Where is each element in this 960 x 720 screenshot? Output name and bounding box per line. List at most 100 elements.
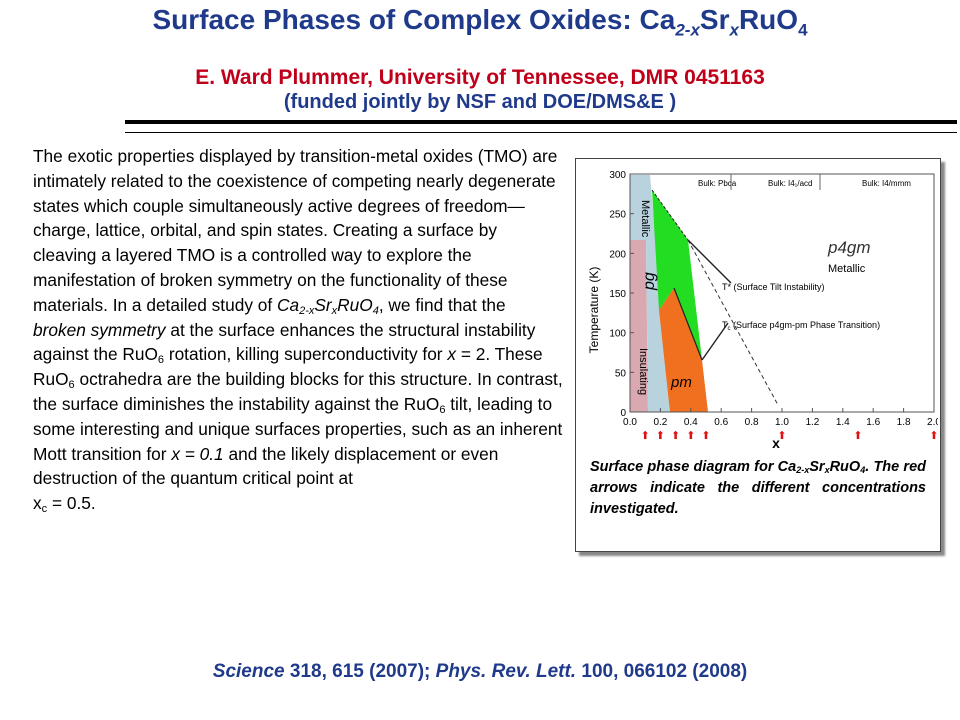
body-text-run: The exotic properties displayed by trans… — [33, 146, 558, 315]
formula-part: Sr — [314, 294, 332, 315]
funding-line: (funded jointly by NSF and DOE/DMS&E ) — [283, 91, 677, 113]
tstar-label: T* (Surface Tilt Instability) — [722, 282, 825, 292]
axes: 0 50 100 150 200 250 300 0.0 0.2 0.4 0.6 0.8 1.0 1.2 1… — [609, 170, 938, 428]
formula-sub: x — [331, 304, 338, 317]
x-tick-label: 1.2 — [805, 417, 819, 428]
emphasis: x — [447, 344, 457, 365]
bulk-i41acd-label: Bulk: I4₁/acd — [768, 179, 813, 188]
metallic-left-label: Metallic — [639, 200, 651, 238]
red-arrow-icon: ⬆ — [641, 430, 650, 442]
formula-sub: 6 — [157, 354, 165, 367]
formula-part: x — [33, 493, 42, 514]
insulating-label: Insulating — [637, 348, 649, 395]
insulating-region — [630, 240, 648, 412]
bulk-pbca-label: Bulk: Pbca — [698, 179, 737, 188]
tc-text: (Surface p4gm-pm Phase Transition) — [731, 320, 881, 330]
emphasis: broken symmetry — [33, 319, 166, 340]
formula-sub: 6 — [68, 379, 75, 392]
x-tick-label: 2.0 — [927, 417, 938, 428]
red-arrow-icon: ⬆ — [777, 430, 786, 442]
body-text-run: , we find that the — [378, 294, 506, 315]
tstar-pointer — [687, 239, 732, 284]
formula-sub: 6 — [439, 403, 446, 416]
tc-sub: c — [728, 326, 731, 332]
phase-diagram: 0 50 100 150 200 250 300 0.0 0.2 0.4 0.6 0.8 1.0 1.2 1… — [587, 170, 938, 451]
x-tick-label: 0.2 — [653, 417, 667, 428]
title-sub: 4 — [798, 20, 808, 40]
emphasis: x = 0.1 — [171, 443, 224, 464]
figure-caption: Surface phase diagram for Ca2-xSrxRuO4. … — [590, 457, 926, 520]
tstar-dashed-line — [687, 239, 779, 406]
formula: Ca2-xSrxRuO4 — [277, 294, 379, 317]
concentration-arrows: ⬆ ⬆ ⬆ ⬆ ⬆ ⬆ ⬆ ⬆ — [641, 430, 938, 442]
x-axis-label: x — [772, 435, 780, 451]
x-tick-label: 1.8 — [897, 417, 911, 428]
formula-part: RuO — [337, 294, 373, 315]
caption-text: RuO — [829, 459, 861, 475]
title-sub: 2-x — [675, 20, 700, 40]
pm-label: pm — [670, 374, 692, 391]
caption-text: . The red arrows indicate the different … — [590, 459, 926, 517]
caption-sub: x — [824, 465, 830, 475]
pg-label: pg — [641, 272, 658, 291]
slide-title: Surface Phases of Complex Oxides: Ca2-xS… — [0, 4, 960, 41]
title-text: Sr — [699, 4, 730, 35]
y-tick-label: 150 — [609, 289, 626, 300]
red-arrow-icon: ⬆ — [686, 430, 695, 442]
metallic-right-label: Metallic — [828, 263, 866, 275]
y-tick-label: 250 — [609, 210, 626, 221]
x-tick-label: 0.0 — [623, 417, 637, 428]
body-text-run: = 2. These RuO — [33, 344, 543, 390]
bulk-i4mmm-label: Bulk: I4/mmm — [862, 179, 911, 188]
formula-sub: c — [41, 503, 48, 516]
citation: 100, 066102 (2008) — [576, 661, 748, 682]
formula-part: Ca — [277, 294, 300, 315]
author-line: E. Ward Plummer, University of Tennessee… — [195, 66, 765, 89]
phase-boundary-line — [651, 189, 689, 241]
red-arrow-icon: ⬆ — [656, 430, 665, 442]
body-text-run: tilt, leading to some interesting and un… — [33, 393, 563, 464]
title-text: RuO — [738, 4, 799, 35]
y-tick-label: 100 — [609, 329, 626, 340]
x-tick-label: 0.6 — [714, 417, 728, 428]
body-text-run: at the surface enhances the structural i… — [33, 319, 536, 365]
caption-text: Sr — [809, 459, 825, 475]
x-tick-label: 1.4 — [836, 417, 850, 428]
y-axis-label: Temperature (K) — [587, 267, 601, 354]
x-tick-label: 0.8 — [745, 417, 759, 428]
body-text-run: = 0.5. — [47, 493, 96, 514]
body-text-run: rotation, killing superconductivity for — [164, 344, 448, 365]
tc-label: Tc (Surface p4gm-pm Phase Transition) — [722, 320, 880, 332]
header-divider — [125, 120, 957, 133]
red-arrow-icon: ⬆ — [853, 430, 862, 442]
y-tick-label: 50 — [615, 368, 627, 379]
metallic-region — [630, 175, 670, 412]
body-text-run: and the likely displacement or even dest… — [33, 443, 499, 489]
title-text: Surface Phases of Complex Oxides: Ca — [152, 4, 676, 35]
formula-sub: 2-x — [299, 304, 315, 317]
p4gm-label: p4gm — [827, 238, 871, 257]
x-tick-label: 0.4 — [684, 417, 698, 428]
y-tick-label: 0 — [620, 408, 626, 419]
red-arrow-icon: ⬆ — [671, 430, 680, 442]
formula-sub: 4 — [372, 304, 379, 317]
tc-symbol: T — [722, 320, 728, 330]
x-tick-label: 1.0 — [775, 417, 789, 428]
x-tick-label: 1.6 — [866, 417, 880, 428]
pm-region — [659, 288, 708, 412]
pg-region — [652, 190, 702, 360]
tc-pointer — [701, 322, 729, 361]
caption-sub: 4 — [860, 465, 866, 475]
y-tick-label: 300 — [609, 170, 626, 181]
tc-line — [673, 287, 703, 361]
caption-sub: 2-x — [796, 465, 810, 475]
body-text-run: octrahedra are the building blocks for t… — [33, 369, 563, 414]
body-paragraph: The exotic properties displayed by trans… — [33, 144, 563, 516]
reference-line: Science 318, 615 (2007); Phys. Rev. Lett… — [0, 661, 960, 683]
citation: 318, 615 (2007); — [284, 661, 436, 682]
journal-name: Phys. Rev. Lett. — [435, 661, 577, 682]
y-tick-label: 200 — [609, 249, 626, 260]
red-arrow-icon: ⬆ — [701, 430, 710, 442]
title-sub: x — [729, 20, 739, 40]
red-arrow-icon: ⬆ — [929, 430, 938, 442]
